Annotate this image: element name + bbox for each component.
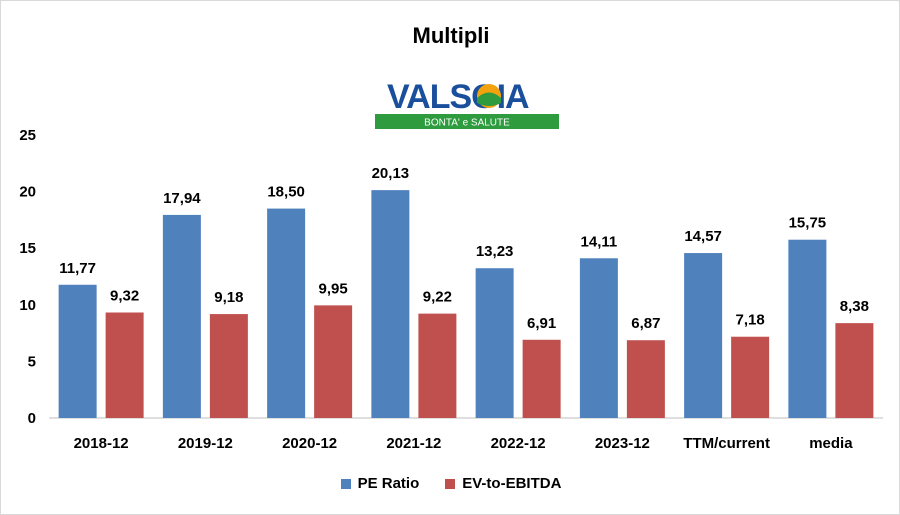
legend-label-ev: EV-to-EBITDA [462, 475, 562, 492]
x-tick-label: TTM/current [683, 435, 770, 452]
bar-ev-to-ebitda [105, 312, 144, 418]
x-tick-label: media [809, 435, 853, 452]
y-tick-label: 15 [19, 240, 36, 257]
chart-title: Multipli [412, 23, 490, 48]
bar-pe-ratio [58, 284, 97, 418]
bar-pe-ratio [267, 208, 306, 418]
x-tick-label: 2019-12 [178, 435, 233, 452]
data-label: 9,22 [423, 289, 452, 306]
bar-pe-ratio [371, 190, 410, 418]
bar-ev-to-ebitda [626, 340, 665, 418]
legend: PE Ratio EV-to-EBITDA [1, 475, 900, 492]
data-label: 13,23 [476, 243, 514, 260]
bar-pe-ratio [162, 214, 201, 418]
x-tick-label: 2020-12 [282, 435, 337, 452]
data-label: 8,38 [840, 298, 869, 315]
data-label: 18,50 [267, 184, 305, 201]
data-label: 7,18 [736, 312, 765, 329]
data-label: 9,18 [214, 289, 243, 306]
x-tick-label: 2022-12 [491, 435, 546, 452]
bar-chart: 0 5 10 15 20 25 11,77 9,32 2018-12 17,94 9,18 2019-… [19, 127, 883, 452]
y-tick-label: 25 [19, 127, 36, 144]
logo-wordmark: VALSOIA [387, 78, 529, 116]
data-label: 20,13 [372, 165, 410, 182]
data-label: 14,11 [581, 233, 618, 250]
bar-pe-ratio [684, 253, 723, 418]
data-label: 15,75 [789, 215, 827, 232]
valsoia-logo: VALSOIA BONTA' e SALUTE [375, 78, 559, 129]
data-label: 9,32 [110, 287, 139, 304]
data-label: 6,87 [631, 315, 660, 332]
data-label: 14,57 [684, 228, 722, 245]
x-tick-label: 2018-12 [74, 435, 129, 452]
legend-item-pe: PE Ratio [340, 475, 420, 492]
bar-ev-to-ebitda [418, 313, 457, 418]
y-tick-label: 10 [19, 297, 36, 314]
bar-ev-to-ebitda [522, 339, 561, 418]
data-label: 9,95 [319, 280, 348, 297]
y-tick-label: 5 [28, 353, 36, 370]
bar-ev-to-ebitda [835, 323, 874, 418]
legend-swatch-ev [445, 478, 456, 489]
bar-pe-ratio [579, 258, 618, 418]
legend-item-ev: EV-to-EBITDA [445, 475, 561, 492]
x-tick-label: 2021-12 [386, 435, 441, 452]
bar-pe-ratio [788, 239, 827, 418]
y-tick-label: 20 [19, 184, 36, 201]
legend-label-pe: PE Ratio [357, 475, 420, 492]
bar-ev-to-ebitda [314, 305, 353, 418]
data-label: 17,94 [163, 190, 201, 207]
legend-swatch-pe [340, 478, 351, 489]
y-tick-label: 0 [28, 410, 36, 427]
bar-pe-ratio [475, 268, 514, 418]
bar-ev-to-ebitda [209, 314, 248, 418]
data-label: 11,77 [59, 260, 96, 277]
logo-tagline: BONTA' e SALUTE [424, 118, 510, 129]
x-tick-label: 2023-12 [595, 435, 650, 452]
bar-ev-to-ebitda [731, 336, 770, 418]
data-label: 6,91 [527, 315, 556, 332]
